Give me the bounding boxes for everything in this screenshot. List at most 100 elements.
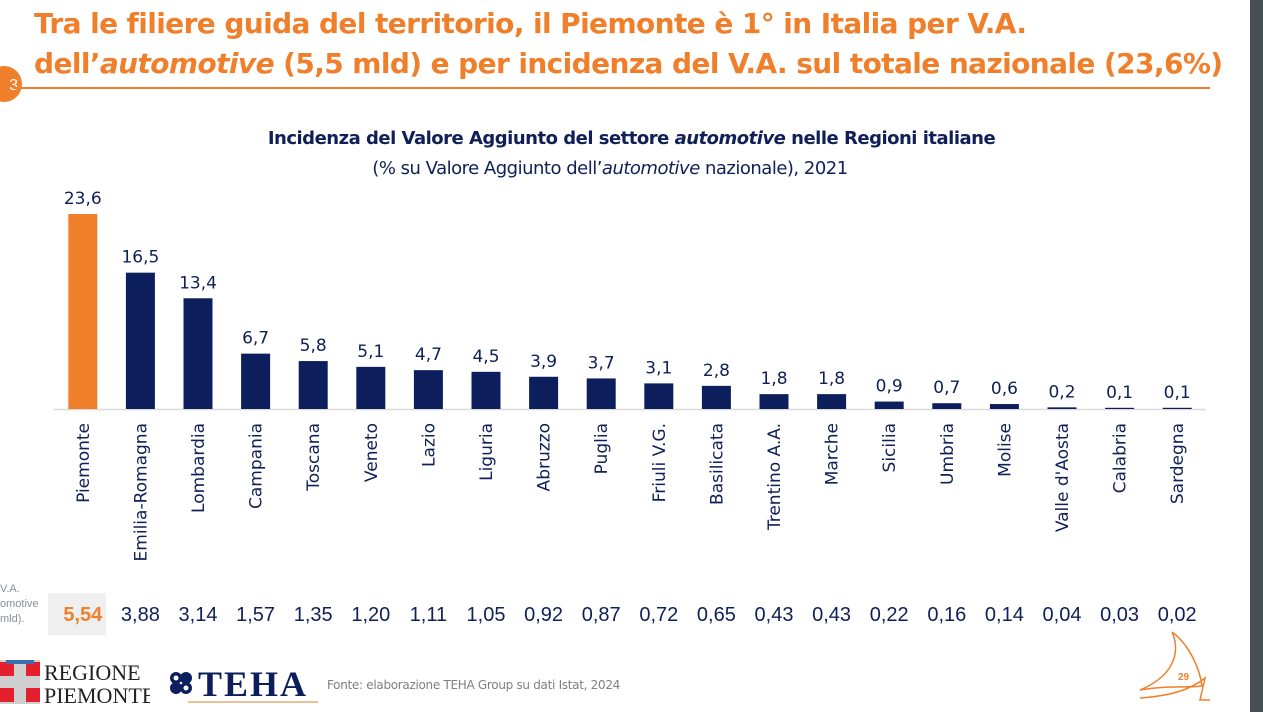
secondary-value: 0,02 xyxy=(1158,604,1197,626)
category-label: Calabria xyxy=(1111,423,1131,493)
title-text: dell’ xyxy=(34,47,100,80)
secondary-value: 1,20 xyxy=(351,604,390,626)
category-label: Trentino A.A. xyxy=(765,423,785,531)
value-label: 4,7 xyxy=(415,345,442,365)
logo-text-line1: REGIONE xyxy=(44,660,141,685)
bar-sardegna xyxy=(1162,407,1192,409)
secondary-row-label-line: omotive xyxy=(0,598,39,610)
source-note: Fonte: elaborazione TEHA Group su dati I… xyxy=(327,678,620,692)
bar-veneto xyxy=(356,366,386,409)
secondary-value: 0,14 xyxy=(985,604,1024,626)
value-label: 1,8 xyxy=(760,369,787,389)
category-label: Basilicata xyxy=(707,423,727,505)
value-label: 0,1 xyxy=(1106,383,1133,403)
value-label: 16,5 xyxy=(121,248,159,268)
category-label: Lazio xyxy=(419,423,439,467)
bar-basilicata xyxy=(701,385,731,409)
logo-text-line2: PIEMONTE xyxy=(44,683,150,706)
secondary-value: 0,16 xyxy=(927,604,966,626)
value-label: 2,8 xyxy=(703,361,730,381)
bar-puglia xyxy=(586,378,616,409)
secondary-value: 1,11 xyxy=(410,604,447,626)
bar-emilia-romagna xyxy=(125,272,155,409)
value-label: 3,1 xyxy=(645,358,672,378)
value-label: 6,7 xyxy=(242,329,269,349)
category-label: Campania xyxy=(247,423,267,509)
category-label: Liguria xyxy=(477,423,497,481)
category-label: Friuli V.G. xyxy=(650,423,670,502)
chart-title-italic: automotive xyxy=(674,128,786,149)
title-italic-text: automotive xyxy=(99,47,275,80)
bar-toscana xyxy=(298,361,328,409)
value-label: 0,2 xyxy=(1048,382,1075,402)
slide-title-line1: Tra le filiere guida del territorio, il … xyxy=(34,7,1027,40)
value-label: 5,1 xyxy=(357,342,384,362)
category-label: Molise xyxy=(995,423,1015,477)
teha-text: TEHA xyxy=(198,664,308,704)
value-label: 3,7 xyxy=(588,353,615,373)
value-label: 5,8 xyxy=(300,336,327,356)
bar-liguria xyxy=(471,371,501,409)
value-label: 3,9 xyxy=(530,352,557,372)
value-label: 1,8 xyxy=(818,369,845,389)
title-underline xyxy=(14,87,1210,89)
bar-molise xyxy=(989,404,1019,409)
value-label: 13,4 xyxy=(179,273,217,293)
scrollbar-area xyxy=(1250,0,1263,712)
value-label: 0,6 xyxy=(991,379,1018,399)
secondary-value: 5,54 xyxy=(63,604,103,626)
regione-piemonte-logo: REGIONE PIEMONTE xyxy=(0,660,150,706)
chart-subtitle: (% su Valore Aggiunto dell’automotive na… xyxy=(0,158,1220,179)
bar-umbria xyxy=(932,403,962,409)
category-label: Veneto xyxy=(362,423,382,482)
category-label: Piemonte xyxy=(74,423,94,503)
secondary-value: 0,72 xyxy=(639,604,678,626)
secondary-value: 0,87 xyxy=(582,604,621,626)
page-number: 29 xyxy=(1178,672,1190,683)
bar-lombardia xyxy=(183,298,213,409)
secondary-row-label-line: V.A. xyxy=(0,583,20,595)
value-label: 0,1 xyxy=(1164,383,1191,403)
category-label: Valle d'Aosta xyxy=(1053,423,1073,532)
secondary-value: 3,88 xyxy=(121,604,160,626)
bar-lazio xyxy=(413,370,443,409)
teha-mark-icon xyxy=(170,672,192,694)
slide-title-line2: dell’automotive (5,5 mld) e per incidenz… xyxy=(34,44,1254,84)
bar-calabria xyxy=(1105,407,1135,409)
value-label: 0,7 xyxy=(933,378,960,398)
bar-sicilia xyxy=(874,401,904,409)
chart-title-text: nelle Regioni italiane xyxy=(785,128,996,149)
category-label: Lombardia xyxy=(189,423,209,513)
secondary-value: 0,92 xyxy=(524,604,563,626)
highlight-box xyxy=(48,593,106,635)
chart-title: Incidenza del Valore Aggiunto del settor… xyxy=(0,128,1263,149)
secondary-value: 3,14 xyxy=(179,604,218,626)
teha-logo: TEHA xyxy=(170,664,318,704)
category-label: Umbria xyxy=(938,423,958,485)
section-number-badge: 3 xyxy=(0,66,22,102)
slide-title: Tra le filiere guida del territorio, il … xyxy=(34,4,1254,84)
secondary-value: 0,03 xyxy=(1100,604,1139,626)
bar-friuli-v-g- xyxy=(644,383,674,409)
secondary-row-label-line: mld). xyxy=(0,613,25,625)
chart-title-text: Incidenza del Valore Aggiunto del settor… xyxy=(267,128,675,149)
secondary-value: 0,65 xyxy=(697,604,736,626)
secondary-value: 0,22 xyxy=(870,604,909,626)
secondary-value: 0,43 xyxy=(755,604,794,626)
bar-campania xyxy=(241,353,271,409)
secondary-value: 1,35 xyxy=(294,604,333,626)
value-label: 0,9 xyxy=(876,377,903,397)
secondary-row-label: V.A. omotive mld). xyxy=(0,582,39,627)
secondary-value: 1,57 xyxy=(236,604,275,626)
bar-valle-d-aosta xyxy=(1047,407,1077,409)
chart-subtitle-text: (% su Valore Aggiunto dell’ xyxy=(372,158,602,179)
category-label: Sardegna xyxy=(1168,423,1188,504)
page-marker: 29 xyxy=(1139,631,1210,701)
title-text: (5,5 mld) e per incidenza del V.A. sul t… xyxy=(273,47,1223,80)
section-number: 3 xyxy=(9,77,18,94)
bar-piemonte xyxy=(68,214,98,409)
value-label: 23,6 xyxy=(64,189,102,209)
secondary-value: 0,43 xyxy=(812,604,851,626)
value-label: 4,5 xyxy=(472,347,499,367)
sailboat-icon xyxy=(1139,631,1210,701)
